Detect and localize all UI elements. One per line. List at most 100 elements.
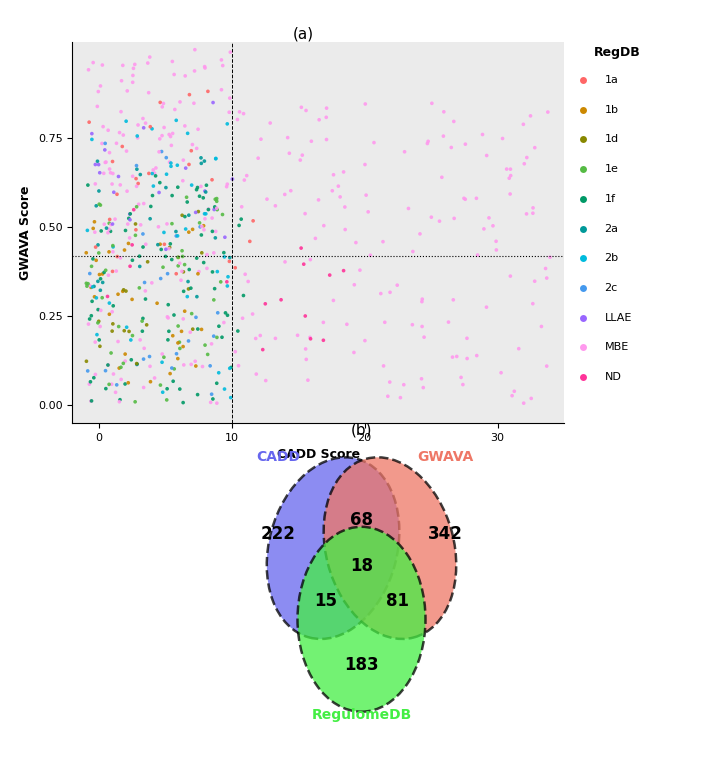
Point — [305, 333, 317, 345]
Point — [167, 330, 179, 342]
Point — [115, 251, 127, 264]
Point — [505, 188, 516, 200]
Point — [106, 347, 117, 359]
Point — [161, 218, 173, 230]
Point — [127, 329, 138, 341]
Point — [154, 177, 166, 189]
Point — [179, 120, 191, 132]
Point — [151, 297, 163, 309]
Point — [90, 200, 102, 212]
Point — [88, 372, 100, 384]
Point — [210, 226, 221, 238]
Point — [451, 351, 463, 363]
Point — [81, 355, 93, 367]
Point — [140, 285, 151, 297]
Point — [232, 325, 244, 337]
Point — [95, 284, 106, 296]
Point — [472, 249, 484, 261]
Point — [218, 316, 230, 328]
Point — [145, 120, 156, 133]
Point — [92, 317, 103, 329]
Point — [93, 185, 105, 197]
Point — [257, 344, 268, 356]
Point — [186, 308, 197, 320]
Point — [103, 124, 114, 136]
Point — [102, 226, 114, 239]
Point — [138, 122, 150, 134]
Point — [89, 290, 100, 303]
Point — [134, 334, 146, 346]
Point — [200, 208, 212, 220]
Point — [252, 152, 264, 165]
Point — [225, 392, 236, 404]
Point — [448, 293, 459, 306]
Point — [426, 211, 437, 223]
Point — [341, 319, 353, 331]
Point — [97, 59, 108, 71]
Point — [313, 194, 325, 206]
Point — [359, 335, 371, 347]
Point — [177, 341, 189, 353]
Point — [213, 367, 225, 379]
Point — [97, 268, 108, 280]
Point — [143, 87, 155, 99]
Point — [86, 260, 98, 272]
Point — [131, 159, 142, 171]
Point — [119, 355, 131, 367]
Point — [156, 130, 168, 142]
Point — [158, 226, 170, 239]
Point — [306, 135, 317, 147]
Point — [173, 251, 184, 264]
Point — [131, 163, 142, 175]
Point — [89, 226, 100, 239]
Point — [137, 315, 148, 327]
Point — [102, 359, 114, 371]
Point — [114, 395, 125, 408]
Point — [175, 274, 187, 287]
Point — [106, 178, 118, 190]
Point — [116, 75, 127, 87]
Point — [107, 155, 119, 168]
Point — [156, 348, 168, 360]
Point — [138, 382, 150, 394]
Point — [299, 310, 311, 322]
Point — [261, 193, 273, 205]
Point — [442, 316, 454, 328]
Text: 342: 342 — [427, 525, 463, 543]
Point — [176, 210, 188, 222]
Point — [202, 203, 214, 216]
Point — [181, 290, 193, 303]
Point — [90, 292, 102, 304]
Point — [96, 292, 108, 304]
Point — [317, 316, 329, 328]
Ellipse shape — [324, 457, 456, 639]
Point — [174, 342, 186, 354]
Point — [108, 186, 119, 198]
Point — [120, 224, 132, 236]
Point — [138, 353, 150, 365]
Text: ND: ND — [604, 372, 622, 383]
Text: 1d: 1d — [604, 134, 619, 145]
Point — [292, 329, 304, 341]
Point — [85, 395, 97, 407]
Text: RegDB: RegDB — [594, 46, 641, 59]
Point — [112, 335, 124, 347]
Point — [166, 254, 178, 266]
Point — [127, 255, 138, 267]
Point — [250, 332, 262, 344]
Point — [162, 311, 174, 323]
Point — [160, 243, 171, 255]
Point — [196, 220, 208, 232]
Point — [460, 193, 471, 205]
Point — [153, 221, 164, 233]
Point — [106, 378, 117, 390]
Point — [199, 208, 210, 220]
Point — [195, 181, 207, 193]
Point — [114, 394, 126, 406]
Point — [505, 169, 516, 181]
Point — [114, 179, 126, 191]
Point — [503, 172, 515, 184]
Point — [208, 203, 220, 216]
Point — [98, 120, 109, 133]
Point — [461, 332, 473, 344]
